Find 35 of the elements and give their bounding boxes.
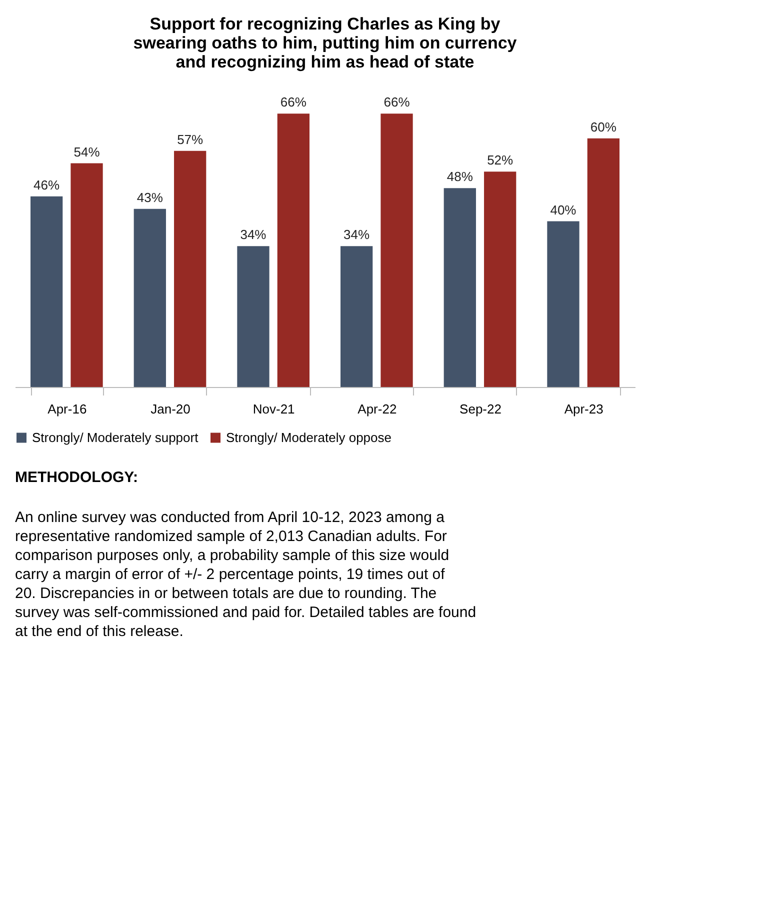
bar: [340, 246, 373, 387]
data-label: 66%: [280, 94, 307, 110]
chart-title: Support for recognizing Charles as King by swearing oaths to him, putting him on currency and recognizing him as head of state: [133, 14, 518, 72]
legend-label: Strongly/ Moderately oppose: [226, 430, 392, 445]
bar: [30, 196, 63, 387]
x-tick-label: Apr-22: [358, 402, 397, 416]
data-label: 54%: [74, 144, 100, 160]
bar: [484, 172, 516, 387]
data-label: 40%: [550, 202, 577, 218]
bar: [587, 138, 620, 387]
bar: [380, 114, 413, 387]
x-tick-label: Apr-16: [48, 402, 87, 416]
data-label: 66%: [384, 94, 410, 110]
x-tick-label: Sep-22: [460, 402, 502, 416]
bar: [134, 208, 166, 387]
data-label: 34%: [240, 227, 267, 242]
bar: [70, 163, 103, 387]
data-label: 46%: [34, 177, 60, 192]
bar: [174, 150, 206, 387]
data-label: 52%: [487, 152, 514, 168]
bar: [547, 221, 580, 387]
data-label: 34%: [344, 227, 370, 242]
x-tick-label: Apr-23: [564, 402, 604, 416]
data-label: 43%: [136, 190, 164, 205]
bar: [277, 114, 310, 387]
text: METHODOLOGY:: [15, 469, 138, 486]
data-label: 57%: [177, 132, 204, 147]
bar: [237, 246, 270, 387]
x-tick-label: Nov-21: [252, 402, 295, 416]
x-tick-label: Jan-20: [150, 402, 190, 416]
data-label: 48%: [446, 169, 474, 184]
data-label: 60%: [590, 119, 617, 134]
bar: [444, 188, 476, 387]
text: An online survey was conducted from April 10-12, 2023 among a representative randomized sample of 2,013 Canadian adults. For comparison purposes only, a probability sample of this size would carry a margin of error of +/- 2 percentage points, 19 times out of 20. Discrepancies in or between totals are due to rounding. The survey was self-commissioned and paid for. Detailed tables are found at the end of this release.: [15, 509, 476, 640]
legend-label: Strongly/ Moderately support: [32, 430, 199, 445]
